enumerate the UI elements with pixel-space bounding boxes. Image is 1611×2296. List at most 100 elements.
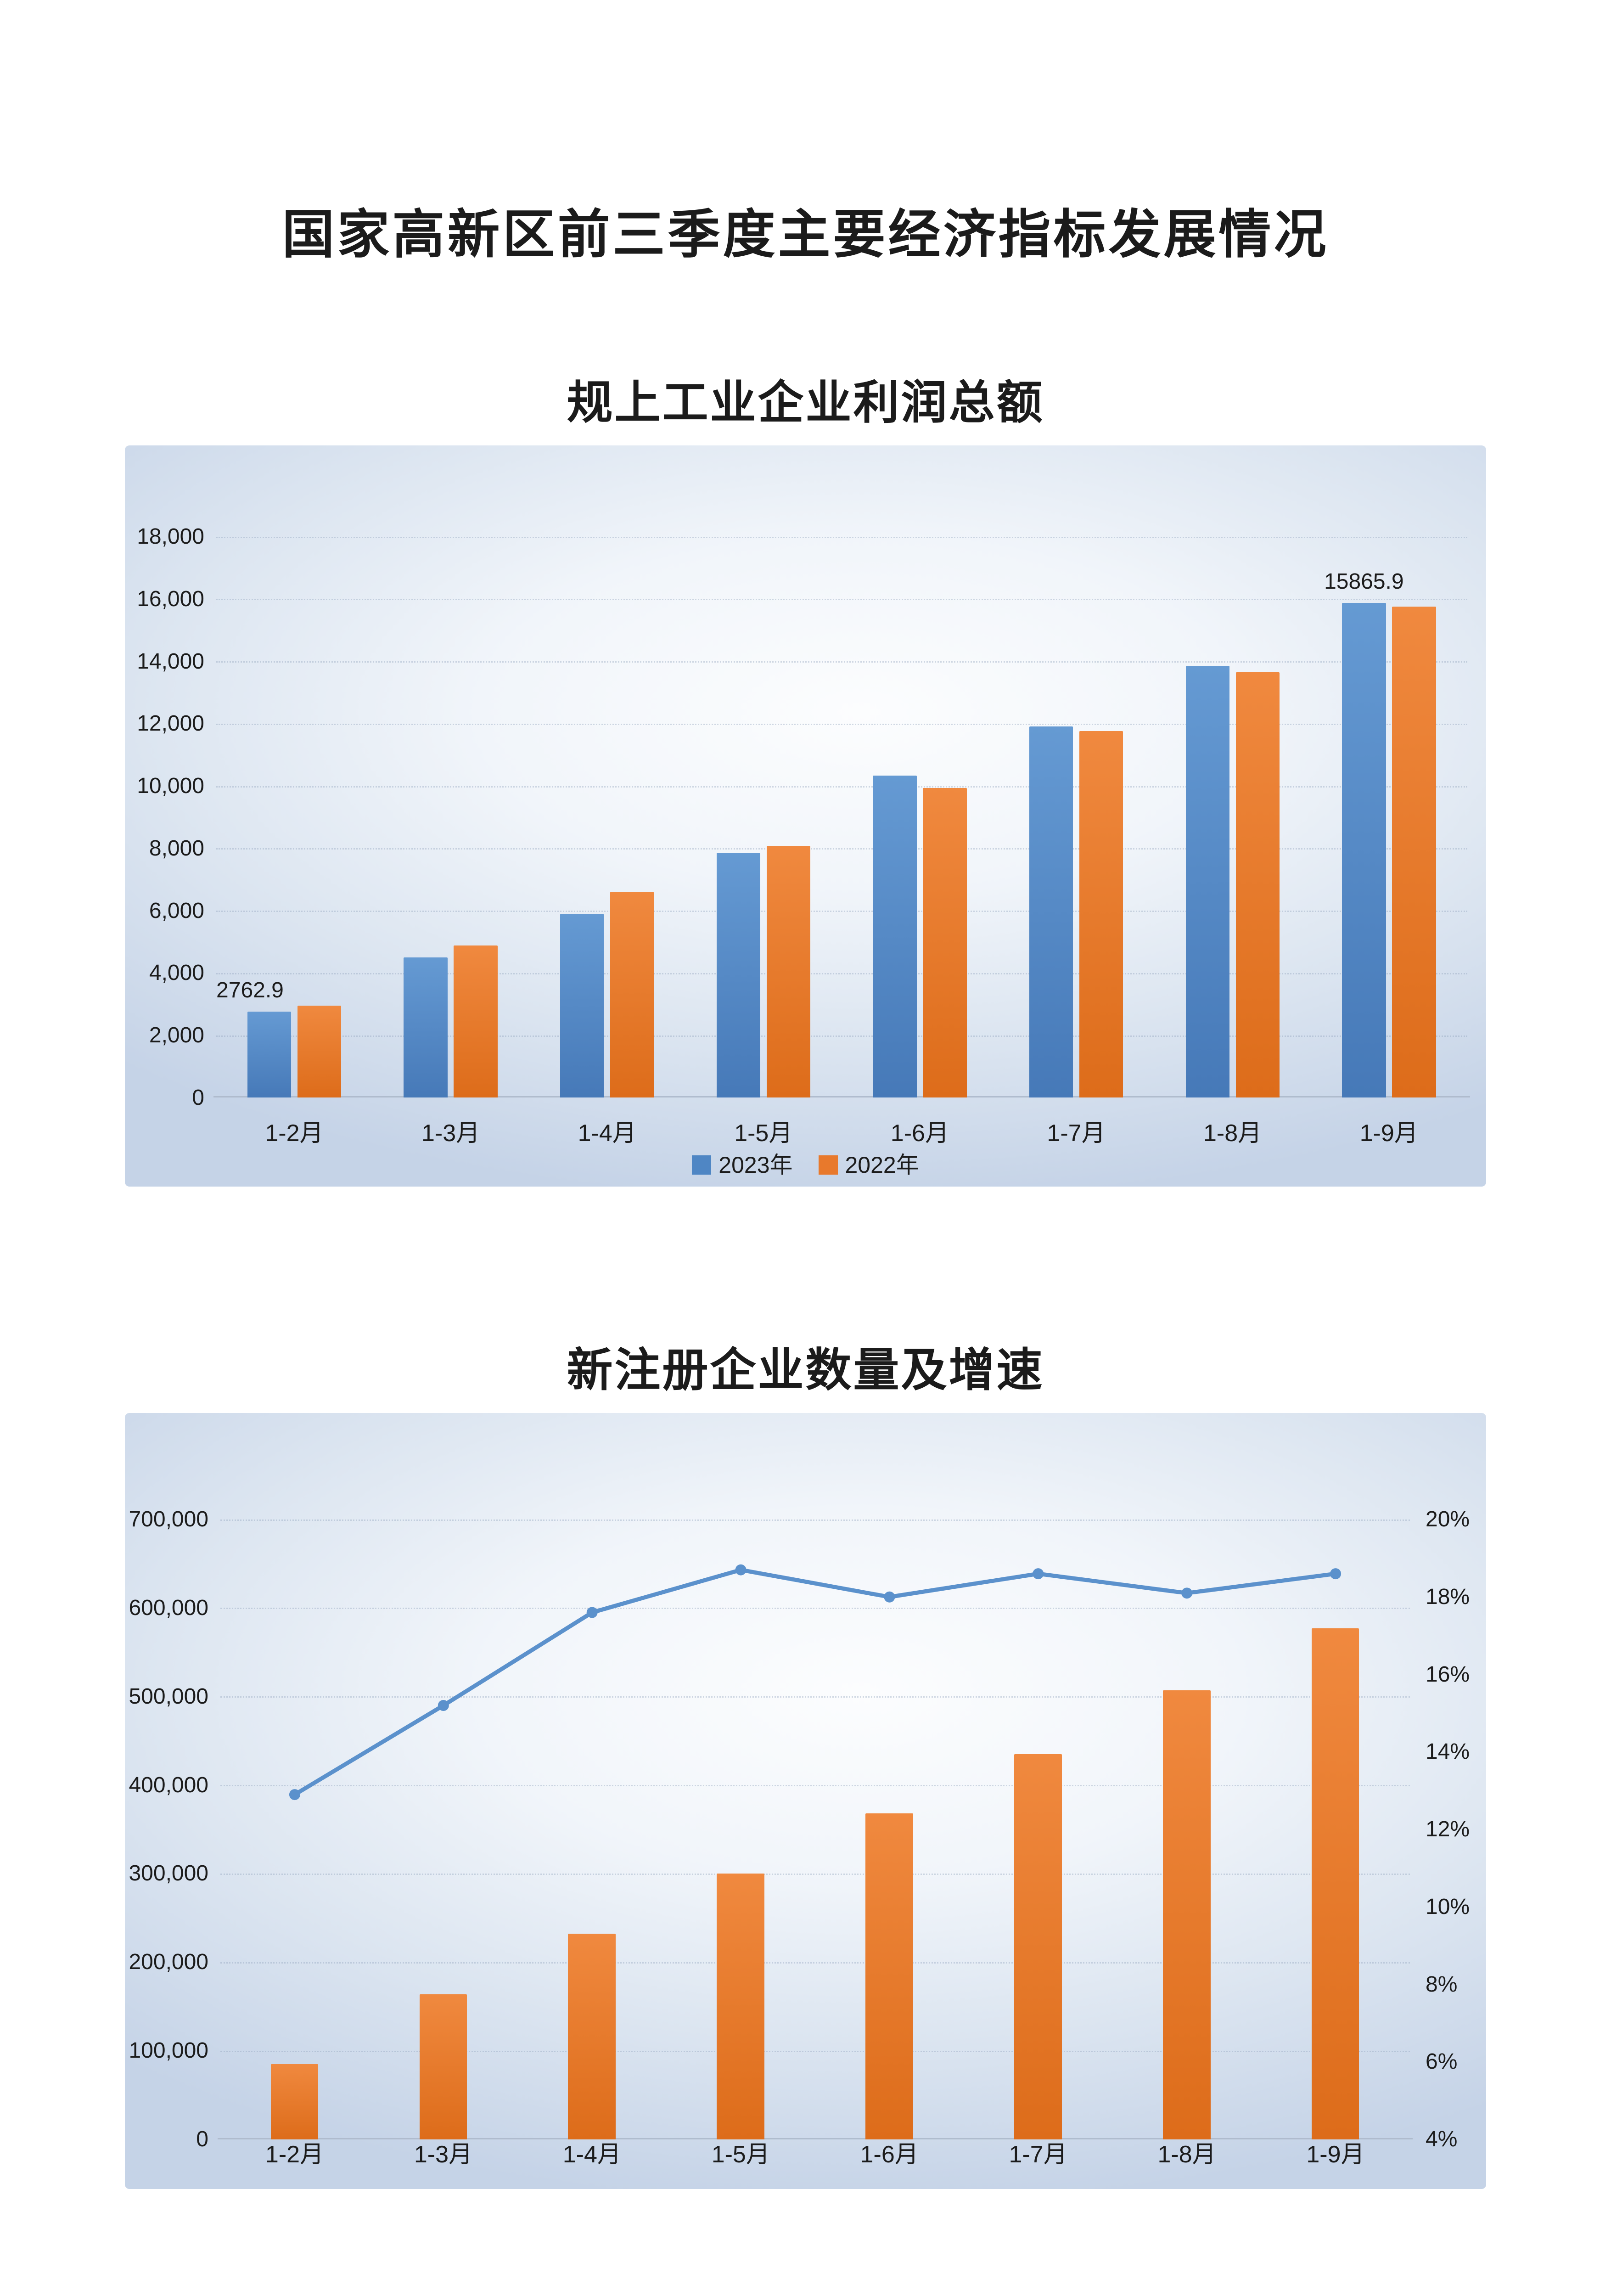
bar-2023年-1-6月 — [873, 776, 917, 1098]
bar-series0-1-3月 — [419, 1994, 467, 2139]
x-axis-label: 1-4月 — [578, 1120, 636, 1147]
secondary-y-axis-tick-label: 14% — [1426, 1739, 1470, 1764]
chart1-plot-area: 2762.9 15865.9 — [213, 536, 1470, 1098]
bar-2022年-1-8月 — [1235, 672, 1280, 1098]
secondary-y-axis-tick-label: 10% — [1426, 1894, 1470, 1919]
x-axis-label: 1-3月 — [414, 2141, 473, 2168]
y-axis-tick-label: 4,000 — [149, 961, 204, 985]
bar-series0-1-6月 — [865, 1813, 913, 2139]
line-marker — [735, 1564, 747, 1576]
chart2-title: 新注册企业数量及增速 — [567, 1345, 1044, 1396]
secondary-y-axis-tick-label: 8% — [1426, 1972, 1458, 1997]
x-axis-line — [213, 1096, 1470, 1098]
y-axis-tick-label: 12,000 — [137, 711, 204, 736]
y-axis-tick-label: 10,000 — [137, 774, 204, 799]
y-axis-tick-label: 700,000 — [129, 1507, 208, 1531]
secondary-y-axis-tick-label: 18% — [1426, 1584, 1470, 1609]
bar-series0-1-4月 — [568, 1934, 616, 2139]
chart2-plot-area — [217, 1519, 1413, 2139]
secondary-y-axis-tick-label: 4% — [1426, 2127, 1458, 2151]
bar-series0-1-2月 — [270, 2064, 319, 2139]
y-axis-tick-label: 200,000 — [129, 1950, 208, 1975]
bar-2023年-1-3月 — [404, 957, 448, 1098]
y-axis-tick-label: 600,000 — [129, 1595, 208, 1620]
gridline — [220, 2050, 1410, 2052]
gridline — [216, 786, 1467, 788]
legend-label-2023: 2023年 — [718, 1152, 793, 1178]
x-axis-label: 1-8月 — [1203, 1120, 1262, 1147]
y-axis-tick-label: 500,000 — [129, 1684, 208, 1709]
bar-data-label: 15865.9 — [1324, 569, 1404, 594]
bar-data-label: 2762.9 — [216, 978, 284, 1002]
bar-2022年-1-3月 — [454, 945, 498, 1098]
x-axis-label: 1-7月 — [1009, 2141, 1067, 2168]
bar-2023年-1-8月 — [1185, 666, 1229, 1098]
gridline — [216, 599, 1467, 601]
y-axis-tick-label: 0 — [192, 1086, 204, 1110]
gridline — [216, 536, 1467, 538]
secondary-y-axis-tick-label: 20% — [1426, 1507, 1470, 1531]
x-axis-label: 1-7月 — [1047, 1120, 1106, 1147]
legend-swatch-2022 — [818, 1155, 838, 1175]
gridline — [220, 1696, 1410, 1698]
x-axis-label: 1-4月 — [562, 2141, 621, 2168]
legend-label-2022: 2022年 — [845, 1152, 919, 1178]
line-marker — [438, 1699, 449, 1711]
gridline — [220, 1519, 1410, 1521]
bar-2022年-1-7月 — [1079, 731, 1123, 1098]
bar-2023年-1-9月 — [1342, 603, 1386, 1098]
y-axis-tick-label: 8,000 — [149, 836, 204, 861]
gridline — [216, 848, 1467, 850]
y-axis-tick-label: 300,000 — [129, 1861, 208, 1886]
bar-2023年-1-4月 — [560, 913, 604, 1098]
x-axis-label: 1-2月 — [265, 2141, 324, 2168]
bar-2022年-1-6月 — [923, 788, 967, 1098]
x-axis-label: 1-9月 — [1306, 2141, 1365, 2168]
growth-rate-line-chart — [289, 1564, 1341, 1800]
y-axis-tick-label: 6,000 — [149, 898, 204, 923]
line-marker — [289, 1789, 300, 1800]
line-marker — [1181, 1587, 1192, 1598]
chart1-title: 规上工业企业利润总额 — [567, 377, 1044, 428]
x-axis-label: 1-8月 — [1157, 2141, 1216, 2168]
y-axis-tick-label: 400,000 — [129, 1773, 208, 1797]
y-axis-tick-label: 100,000 — [129, 2038, 208, 2063]
x-axis-label: 1-3月 — [421, 1120, 480, 1147]
bar-2022年-1-5月 — [766, 845, 811, 1098]
gridline — [216, 911, 1467, 912]
bar-2023年-1-2月 — [247, 1011, 292, 1098]
bar-2022年-1-2月 — [297, 1006, 342, 1098]
bar-series0-1-7月 — [1014, 1754, 1062, 2139]
chart2-panel: 1-2月 1-3月 1-4月 1-5月 1-6月 1-7月 1-8月 1-9月 0 100,00… — [125, 1413, 1486, 2189]
gridline — [220, 1874, 1410, 1875]
bar-2023年-1-5月 — [716, 853, 761, 1098]
y-axis-tick-label: 14,000 — [137, 649, 204, 674]
bar-series0-1-8月 — [1162, 1690, 1211, 2139]
bar-series0-1-9月 — [1311, 1628, 1359, 2139]
gridline — [216, 723, 1467, 725]
secondary-y-axis-tick-label: 6% — [1426, 2049, 1458, 2074]
chart1-x-axis-labels: 1-2月 1-3月 1-4月 1-5月 1-6月 1-7月 1-8月 1-9月 — [216, 1121, 1467, 1145]
bar-series0-1-5月 — [717, 1874, 764, 2139]
y-axis-tick-label: 0 — [196, 2127, 208, 2151]
chart2-x-axis-labels: 1-2月 1-3月 1-4月 1-5月 1-6月 1-7月 1-8月 1-9月 — [220, 2143, 1410, 2167]
x-axis-label: 1-6月 — [890, 1120, 949, 1147]
y-axis-tick-label: 18,000 — [137, 524, 204, 549]
gridline — [220, 1608, 1410, 1609]
secondary-y-axis-tick-label: 12% — [1426, 1817, 1470, 1841]
x-axis-label: 1-5月 — [711, 2141, 770, 2168]
chart1-panel: 2762.9 15865.9 1-2月 1-3月 1-4月 1-5月 1-6月 1-7月 1-… — [125, 445, 1486, 1187]
x-axis-label: 1-9月 — [1359, 1120, 1418, 1147]
bar-2023年-1-7月 — [1029, 726, 1073, 1098]
page-title: 国家高新区前三季度主要经济指标发展情况 — [282, 206, 1329, 264]
chart1-legend: 2023年 2022年 — [125, 1154, 1486, 1176]
y-axis-tick-label: 2,000 — [149, 1023, 204, 1048]
line-marker — [1032, 1568, 1044, 1579]
bar-2022年-1-9月 — [1392, 607, 1436, 1098]
x-axis-line — [217, 2138, 1413, 2139]
gridline — [216, 973, 1467, 974]
line-marker — [1330, 1568, 1341, 1579]
x-axis-label: 1-2月 — [265, 1120, 324, 1147]
x-axis-label: 1-5月 — [734, 1120, 793, 1147]
line-marker — [883, 1591, 895, 1603]
